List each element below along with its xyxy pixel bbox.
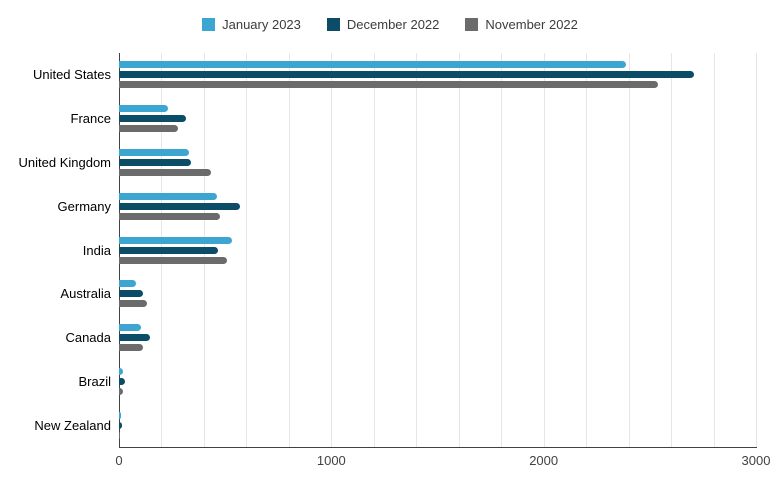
category-label: United Kingdom [18, 154, 112, 170]
bar-group [119, 316, 756, 360]
legend-item-december-2022: December 2022 [326, 16, 440, 32]
x-tick-label: 2000 [529, 453, 559, 468]
gridline [501, 53, 503, 447]
category-label: India [82, 242, 111, 258]
legend-label: January 2023 [222, 16, 301, 32]
gridline [288, 53, 290, 447]
category-row-france: France [0, 97, 780, 141]
x-tick-label: 1000 [316, 453, 346, 468]
gridline [331, 53, 333, 447]
bar-january-2023-australia [119, 280, 136, 288]
category-row-united-kingdom: United Kingdom [0, 141, 780, 185]
bar-november-2022-france [119, 125, 179, 133]
bar-january-2023-france [119, 105, 168, 113]
bar-group [119, 403, 756, 447]
category-row-india: India [0, 228, 780, 272]
bar-december-2022-united-kingdom [119, 158, 192, 166]
category-label: Canada [65, 330, 111, 346]
bar-november-2022-india [119, 256, 228, 264]
gridline [543, 53, 545, 447]
legend-label: November 2022 [485, 16, 578, 32]
gridline [416, 53, 418, 447]
x-axis-labels: 0 1000 2000 3000 [0, 453, 780, 469]
category-row-new-zealand: New Zealand [0, 403, 780, 447]
bar-group [119, 272, 756, 316]
bar-december-2022-india [119, 246, 218, 254]
bar-december-2022-united-states [119, 71, 695, 79]
bar-november-2022-united-states [119, 81, 659, 89]
gridline [586, 53, 588, 447]
legend-item-november-2022: November 2022 [465, 17, 578, 32]
bar-january-2023-united-kingdom [119, 148, 190, 156]
bar-november-2022-united-kingdom [119, 168, 212, 176]
gridline [671, 53, 673, 447]
bar-group [119, 228, 756, 272]
bar-november-2022-australia [119, 300, 147, 308]
gridline [458, 53, 460, 447]
bar-november-2022-canada [119, 344, 144, 352]
bar-group [119, 141, 756, 185]
bar-january-2023-united-states [119, 61, 627, 69]
gridline [756, 53, 757, 447]
category-label: New Zealand [34, 417, 111, 433]
gridline [713, 53, 715, 447]
legend-swatch-icon [465, 17, 479, 31]
legend-swatch-icon [202, 17, 216, 31]
x-axis [119, 447, 757, 448]
bar-november-2022-brazil [119, 387, 124, 395]
gridline [246, 53, 248, 447]
bar-december-2022-brazil [119, 377, 126, 385]
legend-label: December 2022 [346, 16, 440, 32]
chart-rows: United States France United Kingdom Germany… [0, 53, 780, 447]
gridline [373, 53, 375, 447]
bar-january-2023-india [119, 236, 232, 244]
bar-november-2022-germany [119, 212, 220, 220]
bar-group [119, 97, 756, 141]
bar-december-2022-germany [119, 202, 241, 210]
bar-january-2023-germany [119, 192, 217, 200]
bar-january-2023-canada [119, 324, 142, 332]
bar-january-2023-new-zealand [119, 411, 122, 419]
legend-swatch-icon [326, 17, 340, 31]
bar-group [119, 359, 756, 403]
gridline [628, 53, 630, 447]
category-row-canada: Canada [0, 316, 780, 360]
x-tick-label: 3000 [741, 453, 771, 468]
category-row-australia: Australia [0, 272, 780, 316]
category-label: United States [32, 67, 111, 83]
category-label: Brazil [78, 373, 111, 389]
plot-area [119, 53, 757, 447]
category-label: France [70, 111, 111, 127]
bar-november-2022-new-zealand [119, 431, 121, 439]
category-label: Germany [57, 198, 111, 214]
x-tick-label: 0 [115, 453, 123, 468]
legend: January 2023 December 2022 November 2022 [0, 14, 780, 34]
bar-december-2022-france [119, 115, 186, 123]
bar-group [119, 53, 756, 97]
category-row-brazil: Brazil [0, 359, 780, 403]
category-row-germany: Germany [0, 184, 780, 228]
category-label: Australia [60, 286, 111, 302]
bar-january-2023-brazil [119, 367, 124, 375]
bar-december-2022-australia [119, 290, 144, 298]
bar-december-2022-new-zealand [119, 421, 123, 429]
legend-item-january-2023: January 2023 [202, 17, 301, 32]
bar-group [119, 184, 756, 228]
category-row-united-states: United States [0, 53, 780, 97]
bar-december-2022-canada [119, 334, 150, 342]
